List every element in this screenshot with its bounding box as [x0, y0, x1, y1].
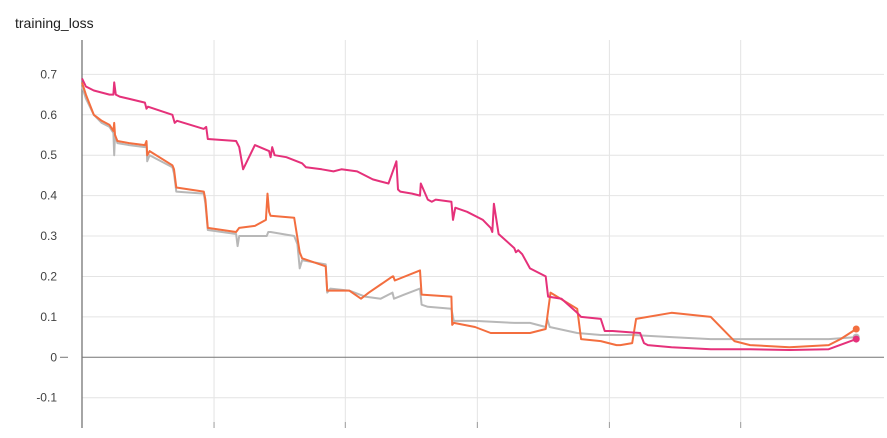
axes [60, 40, 884, 428]
y-tick-label: 0.3 [40, 229, 57, 243]
y-tick-label: 0.6 [40, 108, 57, 122]
series-end-point-0 [852, 335, 860, 343]
series-lines [81, 77, 860, 351]
series-line-0 [81, 77, 857, 351]
series-line-1 [81, 82, 857, 349]
y-tick-label: 0.5 [40, 148, 57, 162]
y-tick-label: 0.7 [40, 67, 57, 81]
series-end-point-1 [852, 325, 860, 333]
y-tick-label: 0.4 [40, 189, 57, 203]
grid [82, 40, 884, 428]
y-tick-label: 0 [50, 350, 57, 364]
chart-title: training_loss [15, 15, 94, 31]
y-tick-label: 0.1 [40, 310, 57, 324]
y-tick-label: 0.2 [40, 269, 57, 283]
y-tick-labels: 0.7 0.6 0.5 0.4 0.3 0.2 0.1 0 -0.1 [36, 67, 57, 404]
y-tick-label: -0.1 [36, 391, 57, 405]
